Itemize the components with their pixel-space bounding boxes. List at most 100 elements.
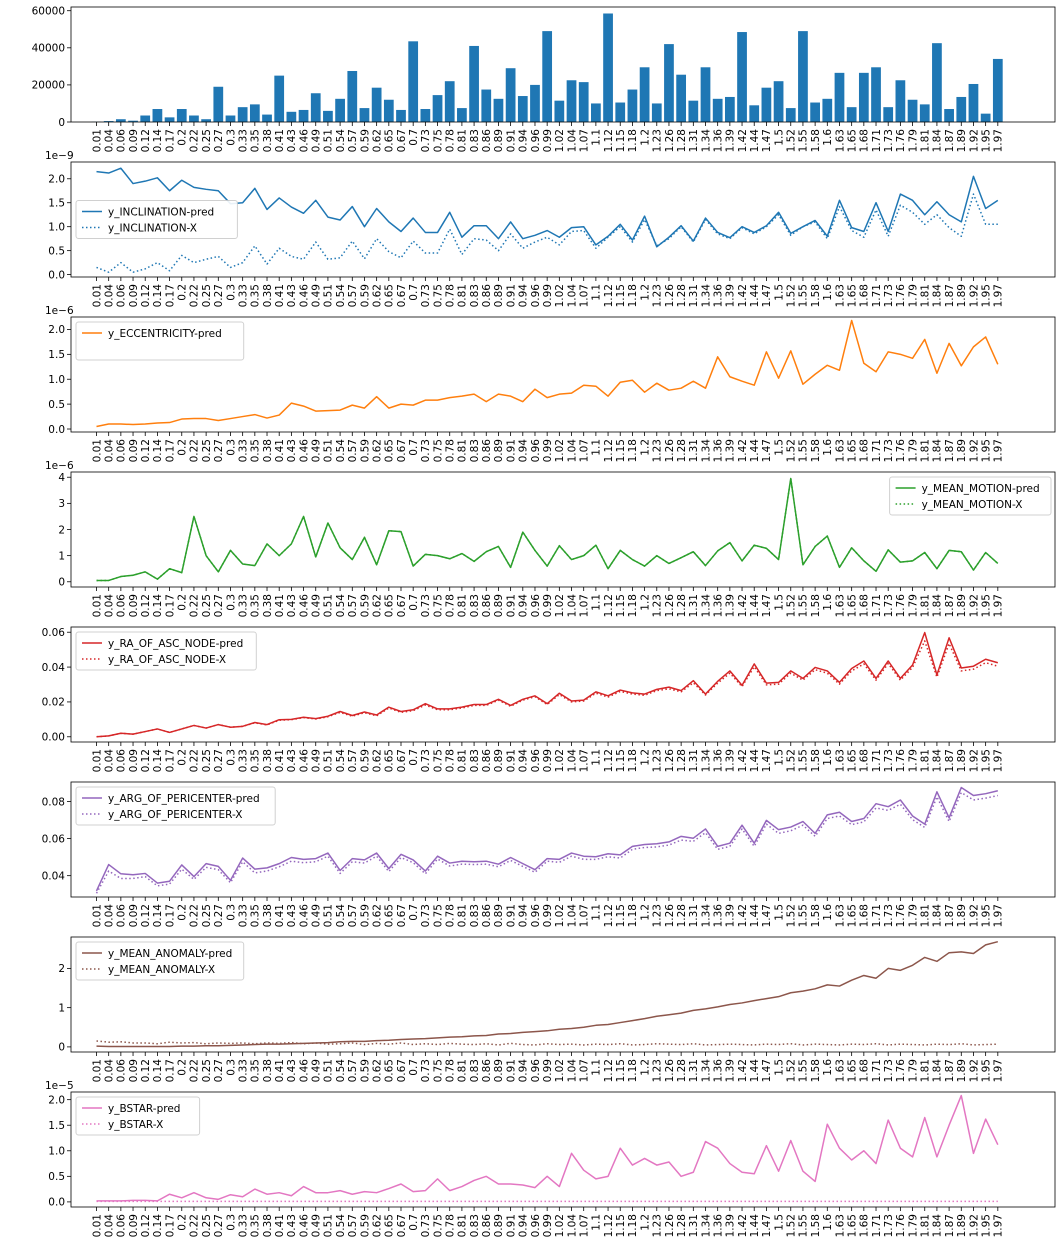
x-tick-label: 1.55 (798, 129, 810, 152)
series-line-y_MEAN_ANOMALY-pred (96, 940, 999, 1048)
x-tick-label: 0.41 (274, 439, 286, 462)
x-tick-label: 0.43 (286, 904, 298, 927)
bar-0.75 (432, 95, 443, 122)
x-tick-label: 1.36 (712, 904, 724, 928)
legend: y_MEAN_ANOMALY-pred y_MEAN_ANOMALY-X (75, 941, 245, 981)
bar-0.46 (298, 109, 309, 122)
x-tick-label: 1.23 (652, 129, 664, 152)
x-tick-label: 1.63 (834, 439, 846, 462)
bar-1.65 (846, 107, 857, 122)
x-tick-label: 1.23 (652, 749, 664, 772)
legend-label: y_ARG_OF_PERICENTER-pred (108, 793, 260, 805)
bar-0.38 (262, 114, 272, 122)
x-tick-label: 1.76 (895, 129, 907, 153)
x-tick-label: 0.17 (164, 594, 176, 617)
chart-panel-2: 0.00.51.01.52.01e−9y_INCLINATION-predy_I… (45, 150, 1056, 308)
x-tick-label: 0.04 (103, 904, 115, 928)
x-tick-label: 1.81 (920, 129, 932, 152)
x-tick-label: 0.89 (493, 594, 505, 617)
y-tick-label: 0.0 (48, 269, 65, 281)
x-tick-label: 1.95 (980, 284, 992, 307)
x-tick-label: 0.81 (457, 1059, 469, 1082)
x-tick-label: 1.28 (676, 904, 688, 927)
x-tick-label: 1.63 (834, 284, 846, 307)
x-tick-label: 1.04 (566, 904, 578, 928)
x-tick-label: 0.99 (542, 1059, 554, 1082)
x-tick-label: 1.76 (895, 1059, 907, 1083)
x-tick-label: 0.14 (152, 594, 164, 618)
x-tick-label: 1.97 (993, 129, 1005, 152)
x-tick-label: 1.44 (749, 129, 761, 153)
x-tick-label: 1.76 (895, 439, 907, 463)
legend: y_ECCENTRICITY-pred (75, 321, 245, 361)
x-tick-label: 1.1 (591, 439, 603, 456)
x-tick-label: 0.78 (445, 1059, 457, 1082)
x-tick-label: 1.95 (980, 1059, 992, 1082)
x-tick-label: 1.44 (749, 1059, 761, 1083)
x-tick-label: 0.01 (91, 284, 103, 307)
x-tick-label: 1.31 (688, 594, 700, 617)
x-tick-label: 0.96 (530, 1059, 542, 1083)
x-tick-label: 0.75 (432, 904, 444, 927)
legend-label: y_MEAN_ANOMALY-X (108, 964, 215, 976)
x-tick-label: 1.07 (579, 904, 591, 927)
x-tick-label: 1.76 (895, 904, 907, 928)
x-tick-label: 0.57 (347, 749, 359, 772)
bar-0.94 (517, 96, 528, 122)
x-tick-label: 1.5 (773, 904, 785, 921)
x-tick-label: 1.26 (664, 284, 676, 308)
x-tick-label: 0.43 (286, 284, 298, 307)
x-tick-label: 0.75 (432, 594, 444, 617)
legend: y_BSTAR-pred y_BSTAR-X (75, 1096, 201, 1136)
x-tick-label: 1.65 (846, 439, 858, 462)
x-tick-label: 0.86 (481, 284, 493, 308)
x-tick-label: 1.89 (956, 594, 968, 617)
x-tick-label: 0.27 (213, 284, 225, 307)
x-tick-label: 0.43 (286, 749, 298, 772)
bar-0.04 (103, 121, 114, 122)
x-tick-label: 0.86 (481, 129, 493, 153)
x-tick-label: 0.86 (481, 1214, 493, 1238)
bar-0.81 (457, 108, 467, 122)
x-tick-label: 1.26 (664, 129, 676, 153)
y-tick-label: 60000 (32, 6, 65, 18)
x-tick-label: 1.31 (688, 284, 700, 307)
x-tick-label: 1.58 (810, 129, 822, 152)
x-tick-label: 1.39 (725, 594, 737, 617)
bar-0.83 (469, 45, 479, 122)
x-tick-label: 1.89 (956, 439, 968, 462)
x-tick-label: 0.06 (116, 594, 128, 618)
y-tick-label: 2.0 (48, 1094, 65, 1106)
y-tick-label: 2 (58, 963, 65, 975)
bar-0.12 (140, 115, 151, 122)
x-tick-label: 1.26 (664, 1214, 676, 1238)
x-tick-label: 0.27 (213, 129, 225, 152)
x-tick-label: 0.75 (432, 129, 444, 152)
x-tick-label: 1.89 (956, 284, 968, 307)
x-tick-label: 1.63 (834, 904, 846, 927)
x-tick-label: 1.47 (761, 439, 773, 462)
x-tick-label: 1.23 (652, 594, 664, 617)
x-tick-label: 0.78 (445, 1214, 457, 1237)
bar-1.15 (615, 102, 626, 122)
x-tick-label: 1.89 (956, 749, 968, 772)
x-tick-label: 0.75 (432, 284, 444, 307)
x-tick-label: 0.2 (177, 594, 189, 611)
bar-1.73 (883, 107, 894, 122)
x-tick-label: 0.12 (140, 439, 152, 462)
x-tick-label: 1.81 (920, 1059, 932, 1082)
x-tick-label: 0.38 (262, 749, 274, 772)
axes-frame (70, 1091, 1056, 1208)
x-tick-label: 1.87 (944, 1059, 956, 1082)
x-tick-label: 0.04 (103, 1059, 115, 1083)
bar-1.28 (676, 74, 687, 122)
x-tick-label: 0.35 (250, 1059, 262, 1082)
bar-0.96 (530, 84, 540, 122)
x-tick-label: 0.65 (384, 904, 396, 927)
x-tick-label: 1.95 (980, 904, 992, 927)
x-tick-label: 0.49 (311, 284, 323, 307)
legend-label: y_RA_OF_ASC_NODE-X (108, 654, 226, 666)
x-tick-label: 0.35 (250, 129, 262, 152)
bar-1.23 (651, 103, 662, 122)
x-tick-label: 1.92 (968, 904, 980, 927)
